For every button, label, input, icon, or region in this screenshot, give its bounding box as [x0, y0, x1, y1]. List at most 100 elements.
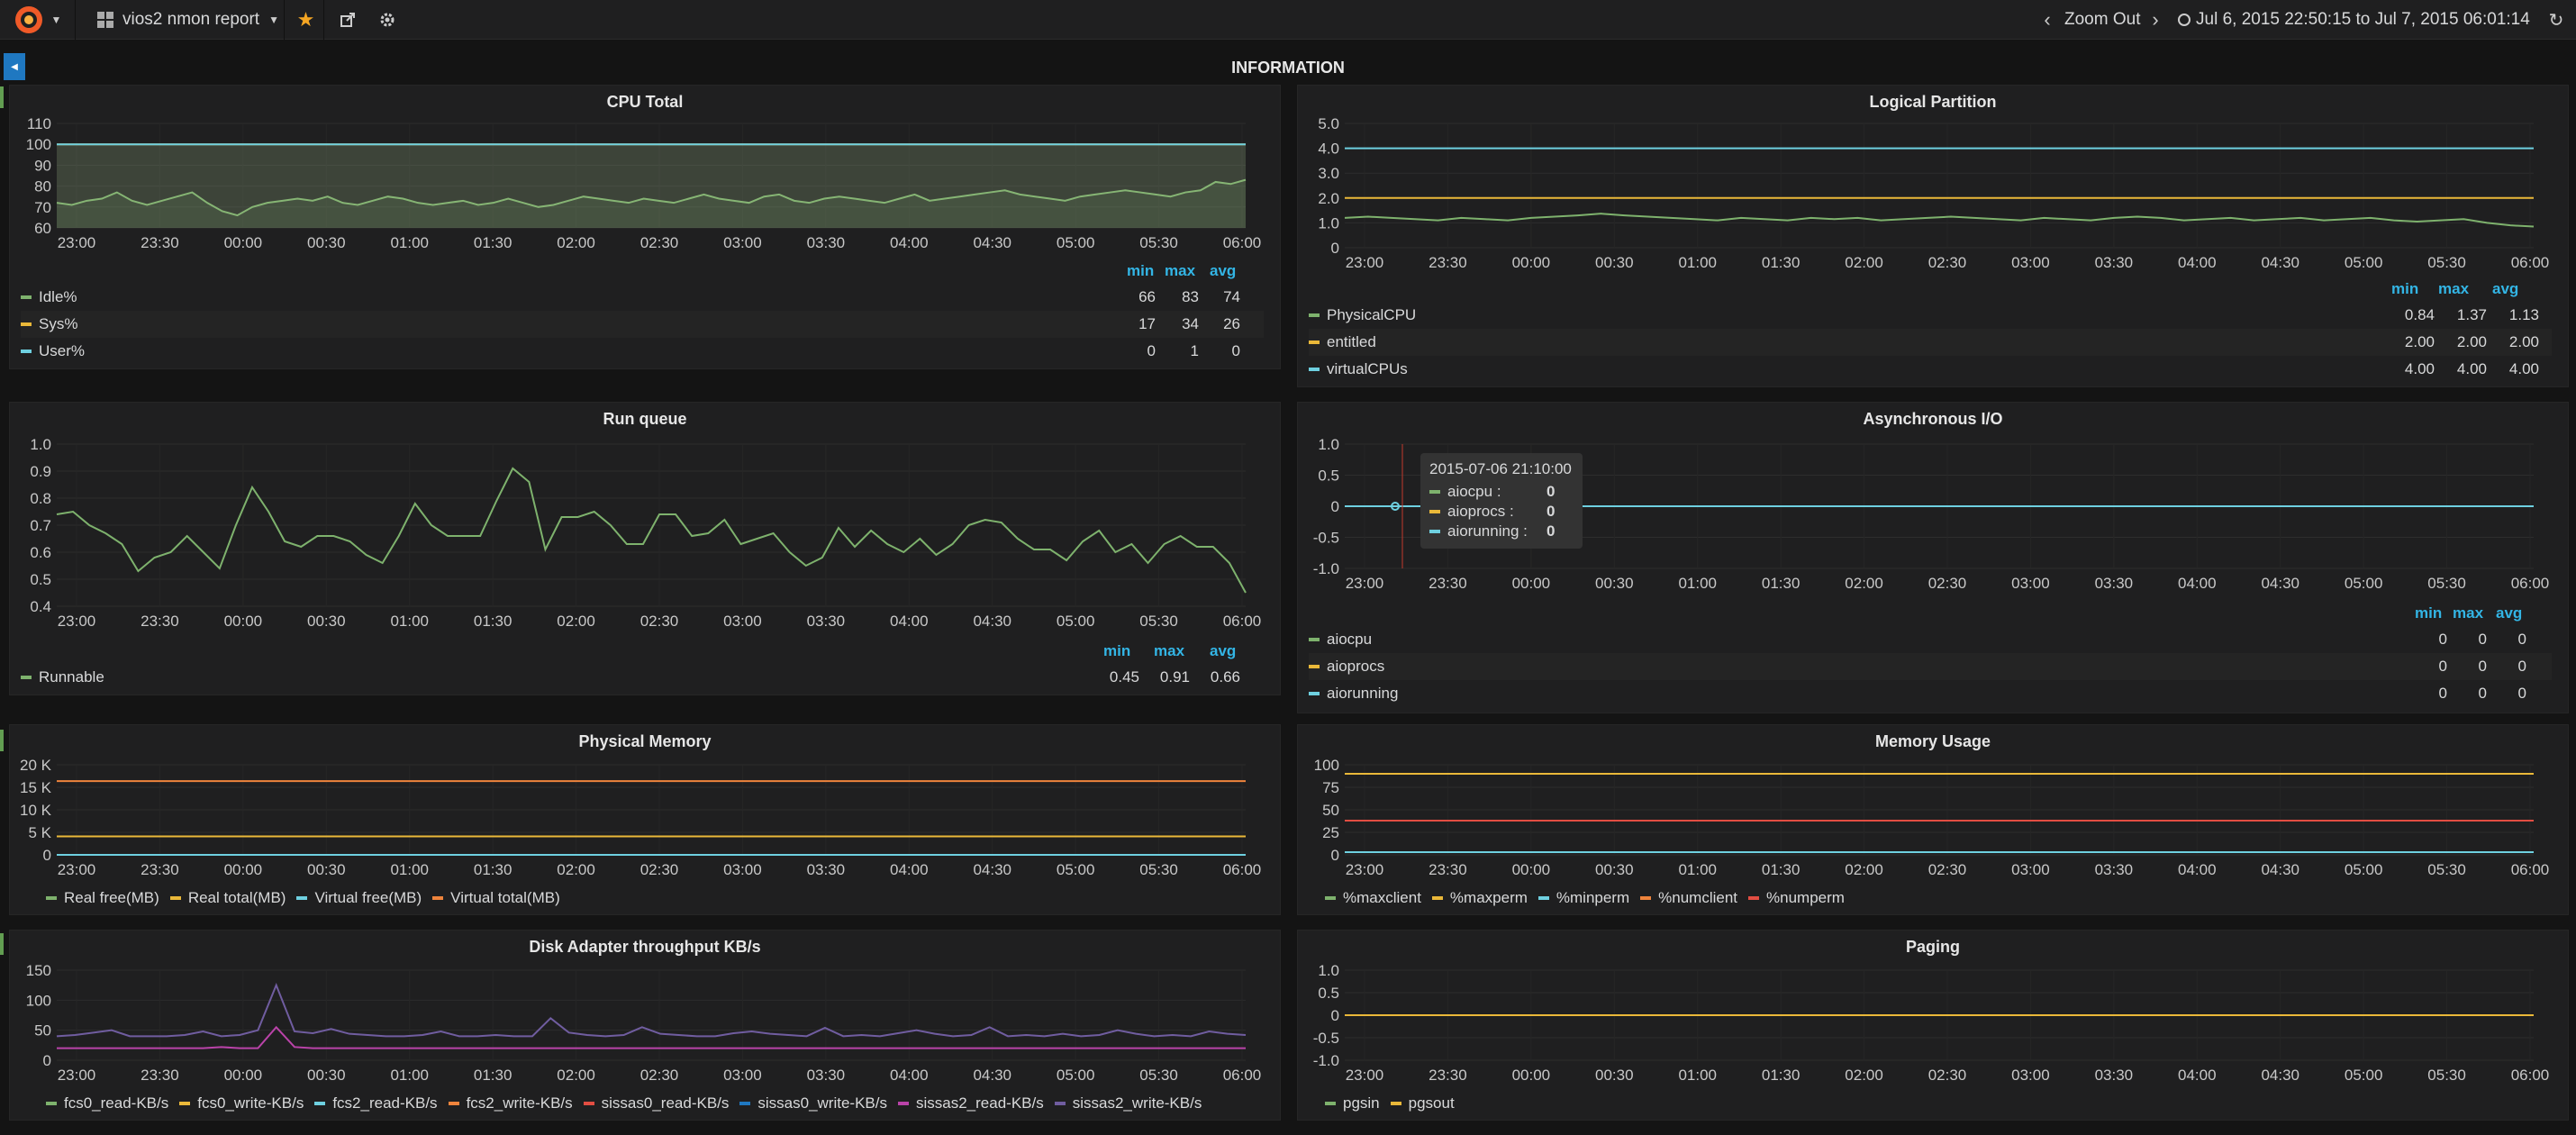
legend-item[interactable]: fcs2_read-KB/s: [314, 1094, 438, 1112]
series-line: [56, 982, 1247, 1038]
x-tick-label: 05:30: [2427, 254, 2466, 271]
legend-item[interactable]: %minperm: [1537, 889, 1629, 907]
x-tick-label: 01:00: [390, 234, 429, 251]
physmem-chart[interactable]: 20 K 15 K 10 K 5 K 0 23:00 23:30 00:00 00:30 01:0…: [10, 725, 1282, 887]
legend-item[interactable]: %maxperm: [1431, 889, 1528, 907]
panel-memory-usage[interactable]: Memory Usage 100 75 50 25 0 23:00 23:30 00:00 00…: [1297, 724, 2569, 915]
legend-series-name: aiorunning: [1327, 685, 1399, 702]
paging-chart[interactable]: 1.0 0.5 0 -0.5 -1.0 23:00 23:30 00:00 00:30 01:00…: [1298, 931, 2570, 1093]
legend-item[interactable]: Real free(MB): [46, 889, 159, 907]
legend-swatch: [1537, 896, 1549, 900]
memuse-chart[interactable]: 100 75 50 25 0 23:00 23:30 00:00 00:30 01:00 01:30…: [1298, 725, 2570, 887]
legend-item[interactable]: %numclient: [1640, 889, 1737, 907]
tooltip-time: 2015-07-06 21:10:00: [1429, 460, 1572, 477]
lpar-chart[interactable]: 5.0 4.0 3.0 2.0 1.0 0 23:00 23:30 00:00 00:30 01:0…: [1298, 86, 2570, 284]
legend-swatch: [448, 1102, 459, 1105]
legend-row[interactable]: aioprocs 0 0 0: [1309, 653, 2552, 680]
legend-header-max: max: [1154, 642, 1185, 659]
series-area: [57, 144, 1246, 228]
time-shift-forward-button[interactable]: ›: [2145, 0, 2165, 40]
panel-cpu-total[interactable]: CPU Total 110 100 90 80 70 60 23:00 23:30 00:00 0…: [9, 85, 1281, 369]
legend-item[interactable]: fcs0_read-KB/s: [46, 1094, 168, 1112]
legend-item[interactable]: Real total(MB): [169, 889, 286, 907]
series-line: [1344, 213, 2535, 228]
legend-item[interactable]: sissas2_read-KB/s: [898, 1094, 1044, 1112]
grafana-logo-menu[interactable]: ▼: [0, 0, 76, 40]
legend-header-avg: avg: [2496, 604, 2523, 622]
legend-item[interactable]: pgsin: [1325, 1094, 1380, 1112]
legend-item[interactable]: pgsout: [1390, 1094, 1455, 1112]
y-tick-label: 1.0: [1318, 962, 1339, 979]
y-tick-label: -0.5: [1313, 1030, 1339, 1047]
x-tick-label: 05:30: [2427, 575, 2466, 592]
settings-button[interactable]: [369, 0, 405, 40]
x-tick-label: 05:30: [2427, 1067, 2466, 1084]
legend-max-value: 0: [2478, 631, 2487, 648]
legend-row[interactable]: entitled 2.00 2.00 2.00: [1309, 329, 2552, 356]
legend-row[interactable]: User% 0 1 0: [21, 338, 1264, 365]
panel-disk-adapter[interactable]: Disk Adapter throughput KB/s 150 100 50 0 23…: [9, 930, 1281, 1121]
y-tick-label: 0.7: [30, 517, 51, 534]
legend-swatch: [432, 896, 444, 900]
series-line: [57, 1025, 1246, 1049]
runq-chart[interactable]: 1.0 0.9 0.8 0.7 0.6 0.5 0.4 23:00 23:30 00:00 00:3…: [10, 403, 1282, 637]
share-dashboard-button[interactable]: [330, 0, 366, 40]
legend-row[interactable]: PhysicalCPU 0.84 1.37 1.13: [1309, 302, 2552, 329]
panel-async-io[interactable]: Asynchronous I/O 1.0 0.5 0 -0.5 -1.0 23:00 23:…: [1297, 402, 2569, 713]
aio-chart[interactable]: 1.0 0.5 0 -0.5 -1.0 23:00 23:30 00:00 00:30 01:00…: [1298, 403, 2570, 601]
legend-series-name: sissas2_read-KB/s: [916, 1094, 1044, 1112]
cpu-chart[interactable]: 110 100 90 80 70 60 23:00 23:30 00:00 00:30 01:00 0…: [10, 86, 1282, 266]
legend-item[interactable]: sissas2_write-KB/s: [1054, 1094, 1202, 1112]
time-shift-back-button[interactable]: ‹: [2037, 0, 2057, 40]
star-dashboard-button[interactable]: ★: [288, 0, 324, 40]
x-tick-label: 01:00: [1678, 575, 1717, 592]
legend-swatch: [314, 1102, 326, 1105]
legend-item[interactable]: fcs0_write-KB/s: [179, 1094, 304, 1112]
legend-item[interactable]: fcs2_write-KB/s: [448, 1094, 573, 1112]
time-range-picker[interactable]: Jul 6, 2015 22:50:15 to Jul 7, 2015 06:0…: [2178, 0, 2531, 40]
panel-run-queue[interactable]: Run queue 1.0 0.9 0.8 0.7 0.6 0.5 0.4 23:00 23:3…: [9, 402, 1281, 695]
refresh-button[interactable]: ↻: [2540, 0, 2572, 40]
legend-item[interactable]: %maxclient: [1325, 889, 1421, 907]
x-tick-label: 03:30: [807, 234, 846, 251]
panel-title: Memory Usage: [1874, 732, 1991, 750]
legend-row[interactable]: Sys% 17 34 26: [21, 311, 1264, 338]
legend-item[interactable]: %numperm: [1748, 889, 1845, 907]
legend-item[interactable]: sissas0_write-KB/s: [739, 1094, 887, 1112]
disk-chart[interactable]: 150 100 50 0 23:00 23:30 00:00 00:30 01:00 01:30 0…: [10, 931, 1282, 1093]
dashboard-picker[interactable]: vios2 nmon report ▼: [83, 0, 285, 40]
legend-row[interactable]: Runnable 0.45 0.91 0.66: [21, 664, 1264, 691]
y-tick-label: 70: [34, 199, 51, 216]
panel-logical-partition[interactable]: Logical Partition 5.0 4.0 3.0 2.0 1.0 0 23:00 2…: [1297, 85, 2569, 387]
legend-row[interactable]: aiorunning 0 0 0: [1309, 680, 2552, 707]
legend-item[interactable]: Virtual free(MB): [296, 889, 422, 907]
legend-header-min: min: [2391, 280, 2419, 297]
legend-row[interactable]: Idle% 66 83 74: [21, 284, 1264, 311]
legend-item[interactable]: sissas0_read-KB/s: [583, 1094, 729, 1112]
zoom-out-button[interactable]: Zoom Out: [2064, 0, 2142, 40]
x-tick-label: 01:30: [474, 1067, 512, 1084]
y-tick-label: 80: [34, 178, 51, 195]
chart-legend: %maxclient %maxperm %minperm %numclient %num…: [1325, 889, 1855, 907]
legend-row[interactable]: virtualCPUs 4.00 4.00 4.00: [1309, 356, 2552, 383]
row-collapse-button[interactable]: ◀: [4, 53, 25, 80]
y-tick-label: 0.5: [1318, 985, 1339, 1002]
legend-row[interactable]: aiocpu 0 0 0: [1309, 626, 2552, 653]
legend-swatch: [1309, 692, 1320, 695]
y-tick-label: 0.9: [30, 463, 51, 480]
legend-swatch: [739, 1102, 751, 1105]
tooltip-row: aiorunning : 0: [1429, 522, 1574, 541]
x-tick-label: 06:00: [2511, 1067, 2550, 1084]
legend-item[interactable]: Virtual total(MB): [432, 889, 560, 907]
x-tick-label: 01:30: [474, 861, 512, 878]
row-title: INFORMATION: [1231, 59, 1345, 77]
x-tick-label: 03:00: [2011, 254, 2050, 271]
gear-icon: [380, 13, 395, 27]
panel-physical-memory[interactable]: Physical Memory 20 K 15 K 10 K 5 K 0 23:00 23:…: [9, 724, 1281, 915]
x-tick-label: 23:30: [141, 861, 179, 878]
panel-paging[interactable]: Paging 1.0 0.5 0 -0.5 -1.0 23:00 23:30 00:00 00:…: [1297, 930, 2569, 1121]
y-tick-label: 60: [34, 220, 51, 237]
x-tick-label: 01:30: [474, 234, 512, 251]
legend-series-name: pgsout: [1408, 1094, 1455, 1112]
legend-min-value: 2.00: [2404, 333, 2435, 350]
